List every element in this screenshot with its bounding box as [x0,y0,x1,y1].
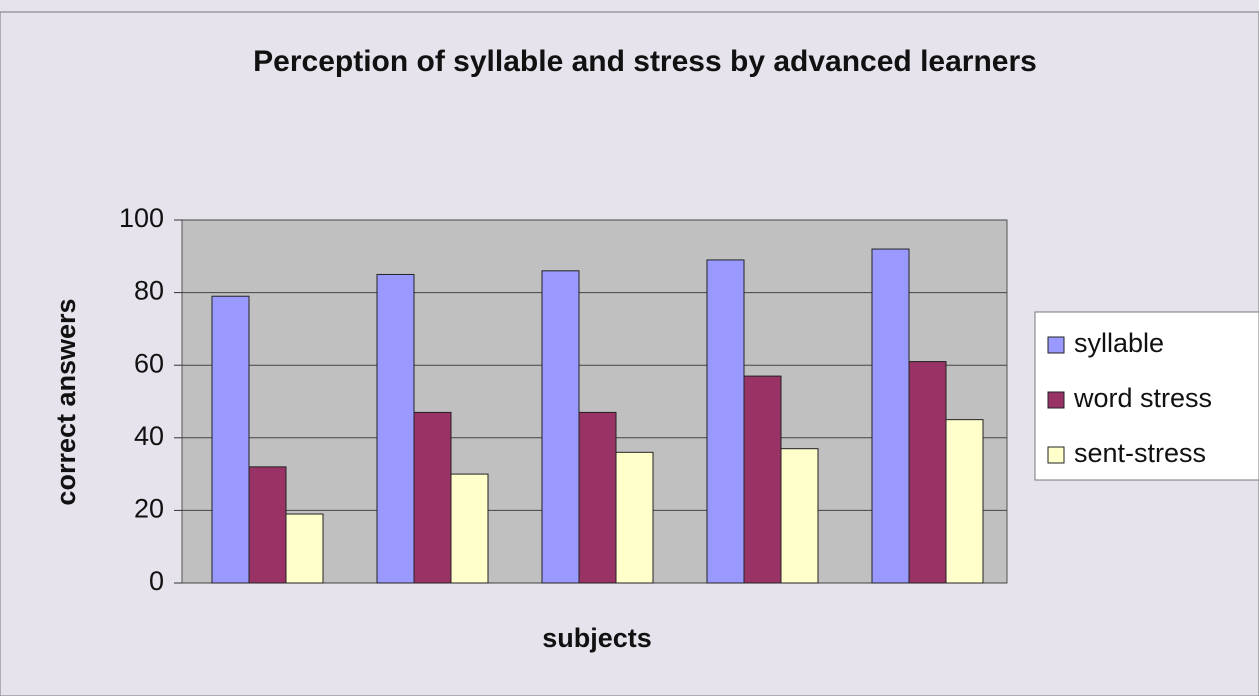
y-tick-label: 100 [119,203,164,233]
legend-label: sent-stress [1074,438,1206,468]
bar [780,448,819,584]
bar [615,451,654,584]
legend-swatch [1047,391,1065,409]
bar [211,295,250,584]
bar [541,270,580,584]
legend-swatch [1047,446,1065,464]
legend-label: word stress [1073,383,1212,413]
y-tick-label: 60 [134,348,164,378]
bar [908,361,947,584]
chart-title: Perception of syllable and stress by adv… [253,45,1037,78]
y-tick-label: 0 [149,566,164,596]
bar [413,411,452,584]
bar [450,473,489,584]
bar [743,375,782,584]
legend-box [1034,311,1259,481]
y-tick-label: 40 [134,421,164,451]
bar [578,411,617,584]
bar [285,513,324,584]
bar [871,248,910,584]
bar [945,419,984,584]
legend-swatch [1047,336,1065,354]
bar [706,259,745,584]
y-axis-label: correct answers [51,298,81,505]
bar [376,273,415,584]
y-tick-label: 20 [134,494,164,524]
bar [248,466,287,584]
legend-label: syllable [1074,328,1164,358]
x-axis-label: subjects [542,623,652,653]
y-tick-label: 80 [134,276,164,306]
